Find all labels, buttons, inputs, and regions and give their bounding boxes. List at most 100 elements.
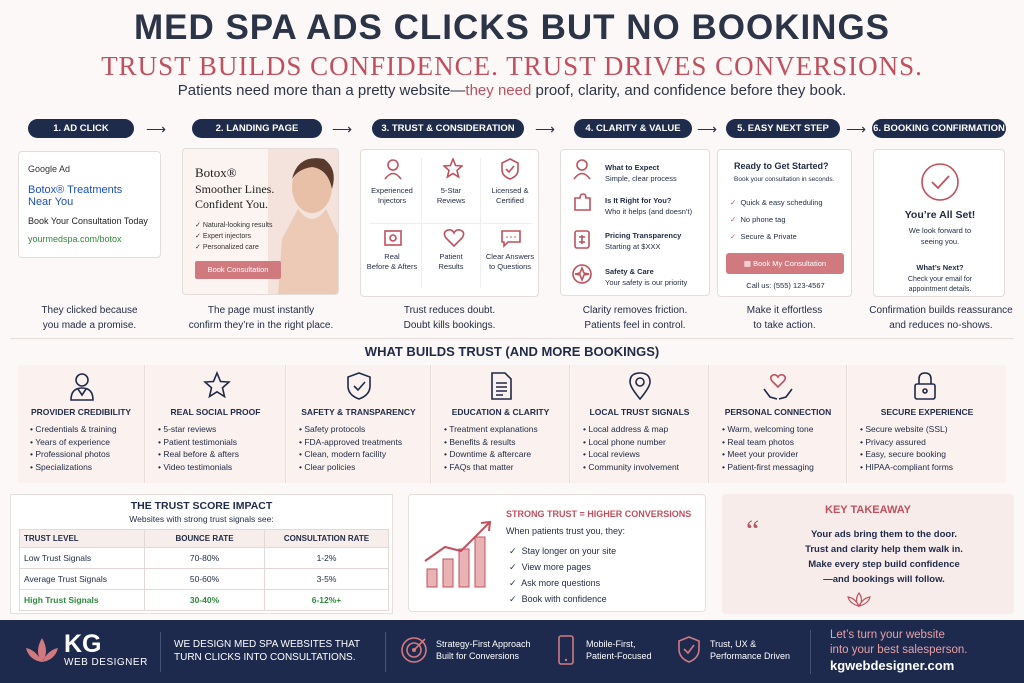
clarity-caption: Clarity removes friction. Patients feel i…	[582, 305, 688, 331]
card-list: Treatment explanationsBenefits & results…	[444, 423, 538, 473]
clarity-card: What to Expect Simple, clear process Is I…	[560, 149, 710, 296]
trust-score-title: THE TRUST SCORE IMPACT	[130, 500, 273, 512]
trust-score-panel: THE TRUST SCORE IMPACT Websites with str…	[10, 494, 393, 614]
list-item: ✓ Stay longer on your site	[509, 546, 617, 556]
list-item: Community involvement	[583, 461, 679, 474]
card-title: PROVIDER CREDIBILITY	[30, 407, 132, 417]
card-title: LOCAL TRUST SIGNALS	[589, 407, 690, 417]
check-item: ✓ Secure & Private	[730, 232, 797, 241]
list-item: Meet your provider	[722, 448, 814, 461]
list-item: Clear policies	[299, 461, 402, 474]
step-pill-6: 6. BOOKING CONFIRMATION	[872, 119, 1006, 138]
check-item: ✓ Natural-looking results	[195, 222, 273, 229]
list-item: Real team photos	[722, 436, 814, 449]
tagline-part-c: proof, clarity, and confidence before th…	[531, 82, 847, 99]
list-item: FAQs that matter	[444, 461, 538, 474]
card-list: Warm, welcoming toneReal team photosMeet…	[722, 423, 814, 474]
arrow-icon: ⟶	[535, 121, 556, 137]
arrow-icon: ⟶	[846, 121, 867, 137]
ad-caption: They clicked because you made a promise.	[41, 305, 138, 331]
landing-checklist: ✓ Natural-looking results ✓ Expert injec…	[195, 220, 272, 253]
card-list: 5-star reviewsPatient testimonialsReal b…	[158, 423, 239, 473]
builds-trust-title: WHAT BUILDS TRUST (AND MORE BOOKINGS)	[364, 344, 660, 359]
strong-trust-list: ✓ Stay longer on your site ✓ View more p…	[509, 543, 616, 607]
card-list: Safety protocolsFDA-approved treatmentsC…	[299, 423, 402, 473]
trust-card-social: REAL SOCIAL PROOF 5-star reviewsPatient …	[146, 365, 286, 483]
check-icon: ✓	[509, 546, 517, 556]
call-number[interactable]: Call us: (555) 123-4567	[746, 281, 825, 290]
landing-card: Botox® Smoother Lines. Confident You. ✓ N…	[182, 148, 339, 295]
safety-icon	[572, 264, 592, 284]
check-icon: ✓	[730, 215, 737, 224]
price-tag-icon	[574, 230, 590, 249]
heart-icon	[443, 229, 465, 248]
step-pill-5: 5. EASY NEXT STEP	[726, 119, 840, 138]
clarity-item: Pricing Transparency Starting at $XXX	[605, 231, 682, 251]
book-my-consultation-button[interactable]: ▦ Book My Consultation	[726, 253, 844, 274]
injector-icon	[384, 159, 402, 180]
shield-check-icon	[678, 636, 700, 663]
list-item: Local address & map	[583, 423, 679, 436]
ad-headline[interactable]: Botox® Treatments Near You	[28, 184, 123, 208]
calendar-icon: ▦	[743, 259, 752, 268]
confirm-title: You’re All Set!	[904, 209, 976, 221]
check-icon: ✓	[195, 244, 203, 251]
landing-headline: Smoother Lines. Confident You.	[195, 182, 275, 211]
table-row: High Trust Signals 30-40% 6-12%+	[19, 589, 389, 611]
next-step-checklist: ✓ Quick & easy scheduling ✓ No phone tag…	[730, 194, 823, 245]
card-title: PERSONAL CONNECTION	[724, 407, 832, 417]
star-icon	[203, 371, 231, 399]
list-item: Local phone number	[583, 436, 679, 449]
map-pin-icon	[629, 372, 651, 401]
list-item: Downtime & aftercare	[444, 448, 538, 461]
logo-subtext: WEB DESIGNER	[64, 657, 148, 668]
logo-lotus-icon	[26, 638, 58, 662]
list-item: Treatment explanations	[444, 423, 538, 436]
check-icon: ✓	[509, 562, 517, 572]
list-item: Local reviews	[583, 448, 679, 461]
list-item: Safety protocols	[299, 423, 402, 436]
tagline: Patients need more than a pretty website…	[0, 82, 1024, 99]
check-icon: ✓	[509, 594, 517, 604]
list-item: HIPAA-compliant forms	[860, 461, 953, 474]
key-takeaway-panel: KEY TAKEAWAY “ Your ads bring them to th…	[722, 494, 1014, 614]
card-title: REAL SOCIAL PROOF	[170, 407, 261, 417]
strong-trust-panel: STRONG TRUST = HIGHER CONVERSIONS When p…	[408, 494, 706, 612]
trust-item: Licensed & Certified	[491, 186, 529, 205]
check-item: ✓ Expert injectors	[195, 233, 252, 240]
list-item: Clean, modern facility	[299, 448, 402, 461]
star-icon	[443, 158, 463, 179]
confirm-text: We look forward to seeing you.	[908, 226, 972, 246]
confirm-caption: Confirmation builds reassurance and reduc…	[869, 305, 1013, 331]
clarity-item: Safety & Care Your safety is our priority	[605, 267, 688, 287]
card-title: EDUCATION & CLARITY	[451, 407, 550, 417]
whats-next: What’s Next?	[916, 263, 964, 272]
tagline-part-a: Patients need more than a pretty website…	[177, 82, 466, 99]
list-item: Patient-first messaging	[722, 461, 813, 474]
trust-item: Real Before & Afters	[366, 252, 418, 271]
table-row: Average Trust Signals 50-60% 3-5%	[19, 568, 389, 590]
puzzle-icon	[574, 193, 591, 211]
list-item: Years of experience	[30, 436, 117, 449]
list-item: Privacy assured	[860, 436, 953, 449]
chat-icon	[501, 230, 521, 248]
list-item: Easy, secure booking	[860, 448, 953, 461]
website-link[interactable]: kgwebdesigner.com	[830, 658, 955, 673]
heart-hands-icon	[763, 373, 793, 400]
ad-label: Google Ad	[28, 164, 71, 174]
divider	[10, 338, 1014, 339]
step-pill-2: 2. LANDING PAGE	[192, 119, 322, 138]
check-item: ✓ No phone tag	[730, 215, 786, 224]
landing-caption: The page must instantly confirm they’re i…	[188, 305, 334, 331]
table-row: Low Trust Signals 70-80% 1-2%	[19, 547, 389, 569]
card-title: SECURE EXPERIENCE	[880, 407, 974, 417]
ad-description: Book Your Consultation Today	[28, 216, 148, 226]
list-item: Warm, welcoming tone	[722, 423, 814, 436]
arrow-icon: ⟶	[332, 121, 353, 137]
doctor-icon	[70, 373, 94, 401]
trust-card: Experienced Injectors 5-Star Reviews Licen…	[360, 149, 539, 297]
book-consultation-button[interactable]: Book Consultation	[195, 261, 281, 279]
ad-url[interactable]: yourmedspa.com/botox	[28, 234, 122, 244]
list-item: Benefits & results	[444, 436, 538, 449]
